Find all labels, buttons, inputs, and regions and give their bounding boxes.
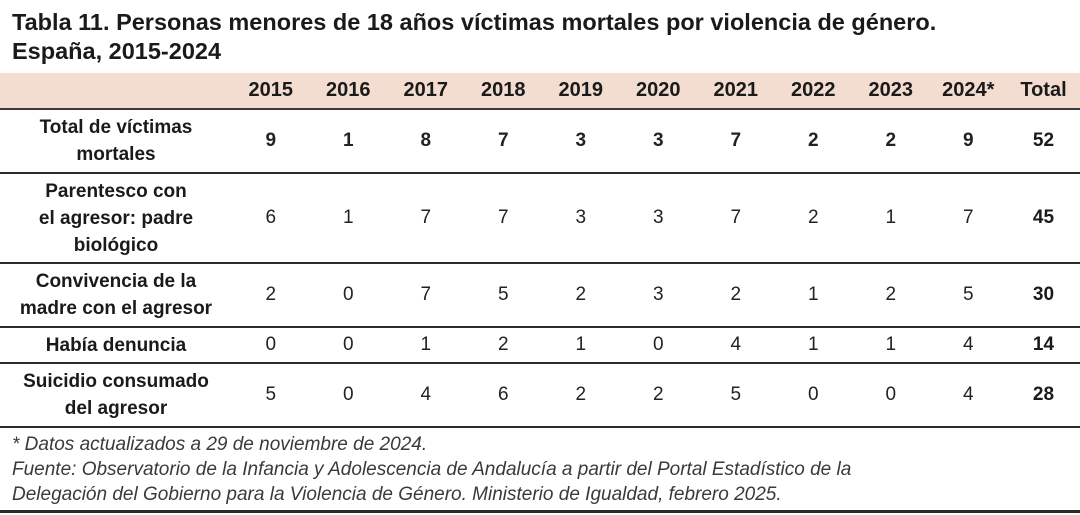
row-label: Convivencia de la madre con el agresor <box>0 263 232 328</box>
cell-value: 7 <box>387 263 465 328</box>
cell-value: 1 <box>309 109 387 174</box>
source-line-2: Delegación del Gobierno para la Violenci… <box>12 484 782 505</box>
data-table: 2015 2016 2017 2018 2019 2020 2021 2022 … <box>0 73 1080 428</box>
cell-value: 0 <box>232 327 310 364</box>
cell-value: 7 <box>697 109 775 174</box>
cell-value: 1 <box>774 327 852 364</box>
table-title-line-2: España, 2015-2024 <box>12 38 222 64</box>
table-row-parentesco: Parentesco con el agresor: padre biológi… <box>0 173 1080 264</box>
cell-total: 30 <box>1007 263 1080 328</box>
table-title-line-1: Tabla 11. Personas menores de 18 años ví… <box>12 9 937 35</box>
cell-value: 5 <box>929 263 1007 328</box>
row-label: Había denuncia <box>0 327 232 364</box>
header-year-2020: 2020 <box>619 73 697 110</box>
cell-value: 1 <box>852 327 930 364</box>
cell-value: 4 <box>387 363 465 428</box>
cell-value: 2 <box>697 263 775 328</box>
cell-value: 8 <box>387 109 465 174</box>
header-year-2015: 2015 <box>232 73 310 110</box>
cell-value: 3 <box>619 263 697 328</box>
cell-value: 6 <box>232 173 310 264</box>
header-row: 2015 2016 2017 2018 2019 2020 2021 2022 … <box>0 73 1080 110</box>
cell-value: 2 <box>464 327 542 364</box>
cell-value: 5 <box>464 263 542 328</box>
header-label-cell <box>0 73 232 110</box>
cell-value: 7 <box>697 173 775 264</box>
cell-value: 0 <box>774 363 852 428</box>
table-row-suicidio: Suicidio consumado del agresor 5 0 4 6 2… <box>0 363 1080 428</box>
cell-value: 9 <box>232 109 310 174</box>
table-title: Tabla 11. Personas menores de 18 años ví… <box>12 8 1072 66</box>
cell-value: 1 <box>774 263 852 328</box>
cell-value: 2 <box>619 363 697 428</box>
source-line-1: Fuente: Observatorio de la Infancia y Ad… <box>12 459 852 480</box>
cell-value: 2 <box>774 109 852 174</box>
cell-value: 9 <box>929 109 1007 174</box>
header-year-2018: 2018 <box>464 73 542 110</box>
header-year-2019: 2019 <box>542 73 620 110</box>
table-row-total-victimas: Total de víctimas mortales 9 1 8 7 3 3 7… <box>0 109 1080 174</box>
table-row-denuncia: Había denuncia 0 0 1 2 1 0 4 1 1 4 14 <box>0 327 1080 364</box>
cell-value: 5 <box>232 363 310 428</box>
cell-value: 3 <box>619 173 697 264</box>
cell-value: 2 <box>542 363 620 428</box>
cell-value: 1 <box>309 173 387 264</box>
cell-total: 28 <box>1007 363 1080 428</box>
cell-value: 1 <box>387 327 465 364</box>
cell-value: 3 <box>542 109 620 174</box>
row-label: Parentesco con el agresor: padre biológi… <box>0 173 232 264</box>
cell-value: 2 <box>542 263 620 328</box>
cell-total: 52 <box>1007 109 1080 174</box>
cell-value: 2 <box>852 263 930 328</box>
cell-value: 7 <box>387 173 465 264</box>
header-year-2022: 2022 <box>774 73 852 110</box>
cell-value: 6 <box>464 363 542 428</box>
cell-value: 4 <box>929 327 1007 364</box>
row-label: Suicidio consumado del agresor <box>0 363 232 428</box>
footnote-update: * Datos actualizados a 29 de noviembre d… <box>12 434 428 455</box>
cell-value: 4 <box>929 363 1007 428</box>
cell-value: 7 <box>929 173 1007 264</box>
cell-value: 2 <box>774 173 852 264</box>
header-year-2017: 2017 <box>387 73 465 110</box>
cell-total: 14 <box>1007 327 1080 364</box>
cell-value: 5 <box>697 363 775 428</box>
header-year-2016: 2016 <box>309 73 387 110</box>
table-notes: * Datos actualizados a 29 de noviembre d… <box>12 432 1076 507</box>
header-total: Total <box>1007 73 1080 110</box>
header-year-2023: 2023 <box>852 73 930 110</box>
cell-value: 0 <box>619 327 697 364</box>
row-label: Total de víctimas mortales <box>0 109 232 174</box>
cell-value: 1 <box>542 327 620 364</box>
bottom-rule <box>0 510 1080 513</box>
cell-value: 0 <box>852 363 930 428</box>
cell-value: 0 <box>309 363 387 428</box>
cell-value: 2 <box>232 263 310 328</box>
cell-value: 0 <box>309 263 387 328</box>
header-year-2024: 2024* <box>929 73 1007 110</box>
header-year-2021: 2021 <box>697 73 775 110</box>
cell-value: 7 <box>464 109 542 174</box>
cell-value: 2 <box>852 109 930 174</box>
cell-value: 3 <box>619 109 697 174</box>
cell-total: 45 <box>1007 173 1080 264</box>
cell-value: 1 <box>852 173 930 264</box>
cell-value: 7 <box>464 173 542 264</box>
cell-value: 4 <box>697 327 775 364</box>
cell-value: 0 <box>309 327 387 364</box>
cell-value: 3 <box>542 173 620 264</box>
table-row-convivencia: Convivencia de la madre con el agresor 2… <box>0 263 1080 328</box>
